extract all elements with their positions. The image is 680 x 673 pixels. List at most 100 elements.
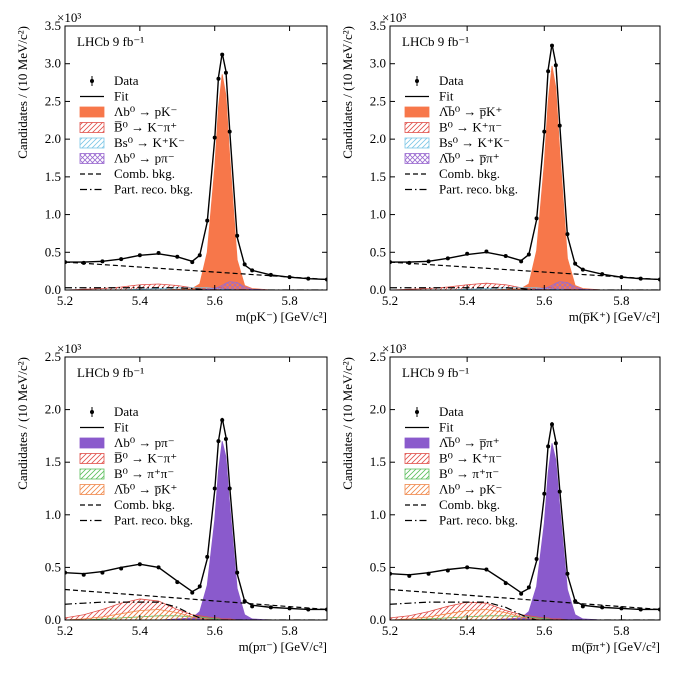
y-tick-label: 1.5 [45,454,61,469]
chart-title: LHCb 9 fb⁻¹ [77,34,144,49]
x-tick-label: 5.4 [459,623,476,638]
data-point [445,568,450,573]
legend-marker [404,137,430,149]
y-tick-label: 3.0 [45,56,61,71]
data-point [426,259,431,264]
data-point [242,599,247,604]
legend-label: Bs⁰ → K⁺K⁻ [439,135,510,150]
y-tick-label: 2.5 [45,93,61,108]
fit-line [65,53,327,281]
axes-frame [389,25,661,291]
data-point [220,418,225,423]
data-point [175,254,180,259]
data-point [638,607,643,612]
data-point [306,276,311,281]
legend-marker [404,122,430,133]
data-point [81,572,86,577]
data-point [407,260,412,265]
legend-label: Fit [439,89,454,104]
data-point [619,275,624,280]
component-area [390,65,660,290]
y-axis-label: Candidates / (10 MeV/c²) [340,26,355,159]
data-point [216,439,221,444]
data-point [573,261,578,266]
data-point [190,590,195,595]
x-tick-label: 5.2 [382,293,398,308]
data-point [81,260,86,265]
component-area [390,281,660,290]
x-tick-label: 5.8 [281,293,297,308]
y-tick-label: 2.5 [45,349,61,364]
x-tick-label: 5.4 [459,293,476,308]
component-area [390,443,660,620]
x-tick-label: 5.4 [132,293,149,308]
data-point [580,604,585,609]
data-point [205,554,210,559]
legend-label: B⁰ → π⁺π⁻ [114,466,174,481]
legend-label: Data [439,404,464,419]
data-point [542,129,547,134]
legend-label: Comb. bkg. [114,497,175,512]
legend-marker [79,468,105,480]
panel: 0.0 0.5 1.0 1.5 2.0 2.5 3.0 3.5 5.2 5.4 5.6 5.8 ×10³… [15,10,328,324]
x-tick-label: 5.6 [207,623,224,638]
data-point [220,52,225,57]
data-point [565,232,570,237]
x-tick-label: 5.8 [613,623,629,638]
data-point [175,580,180,585]
y-tick-label: 0.0 [370,282,386,297]
data-point [250,604,255,609]
legend-label: Fit [439,420,454,435]
axis-offset: ×10³ [57,10,81,25]
background-line [390,261,660,281]
y-tick-label: 2.0 [45,402,61,417]
data-point [550,422,554,427]
legend-label: Comb. bkg. [439,166,500,181]
x-tick-label: 5.8 [281,623,297,638]
y-tick-label: 1.5 [370,454,386,469]
y-tick-label: 0.5 [45,244,61,259]
data-point [212,135,217,140]
legend-marker [79,153,105,164]
data-point [526,585,531,590]
background-line [65,261,327,281]
data-point [619,606,624,611]
data-point [553,441,558,446]
background-line [65,588,327,611]
legend-label: B⁰ → K⁺π⁻ [439,451,502,466]
legend-label: Data [114,404,139,419]
legend-marker [404,106,430,118]
data-point [426,571,431,576]
legend-label: Fit [114,420,129,435]
data-point [600,605,605,610]
panel: 0.0 0.5 1.0 1.5 2.0 2.5 5.2 5.4 5.6 5.8 ×10³ m(pπ⁻)… [15,341,328,654]
data-point [242,262,247,267]
component-area [65,609,327,620]
component-area [65,74,327,290]
x-axis-label: m(pπ⁻) [GeV/c²] [239,639,327,654]
legend-marker [415,79,419,83]
data-point [638,276,643,281]
data-point [542,491,547,496]
data-point [137,562,142,567]
panel: 0.0 0.5 1.0 1.5 2.0 2.5 5.2 5.4 5.6 5.8 ×10³ m(p̅π⁺… [340,341,661,654]
legend-marker [404,468,430,480]
data-point [119,257,124,262]
x-tick-label: 5.2 [382,623,398,638]
plot-area [390,43,660,290]
data-point [465,565,470,570]
data-point [287,275,292,280]
data-point [519,259,524,264]
legend-label: Part. reco. bkg. [114,182,193,197]
legend-label: Λ̅b⁰ → p̅π⁺ [439,151,500,166]
data-point [306,607,311,612]
legend-label: Λ̅b⁰ → p̅K⁺ [439,104,502,119]
legend-marker [90,79,94,83]
legend-label: Λ̅b⁰ → p̅π⁺ [439,435,500,450]
y-tick-label: 3.5 [45,18,61,33]
data-point [519,591,524,596]
data-point [445,256,450,261]
data-point [216,76,221,81]
y-tick-label: 2.0 [370,131,386,146]
x-tick-label: 5.6 [536,293,553,308]
